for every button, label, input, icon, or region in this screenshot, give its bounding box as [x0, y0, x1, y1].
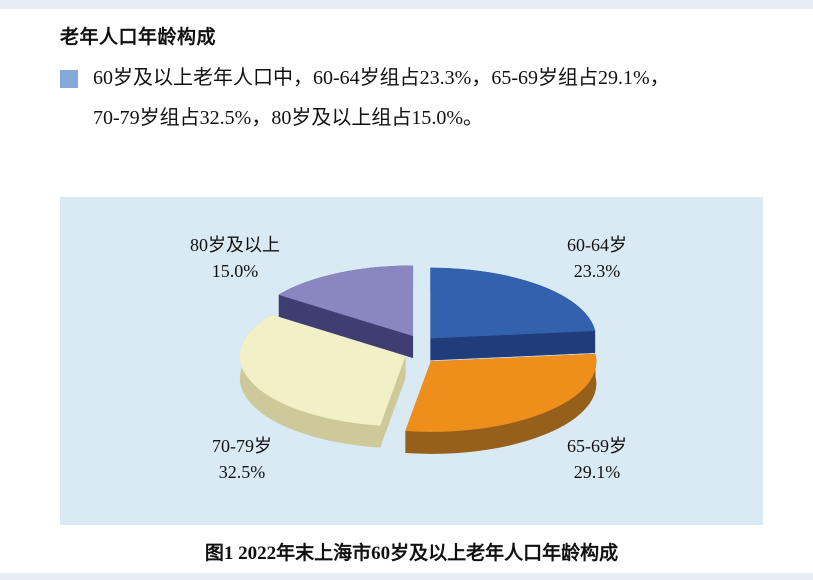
summary-line-2: 70-79岁组占32.5%，80岁及以上组占15.0%。 — [93, 107, 483, 129]
slice-label-80plus: 80岁及以上 15.0% — [160, 232, 310, 284]
slice-label-value: 29.1% — [573, 462, 621, 482]
slice-label-value: 23.3% — [573, 261, 621, 281]
slice-label-name: 70-79岁 — [212, 436, 272, 456]
pie-slice-70-79岁 — [239, 314, 406, 448]
slice-label-60-64: 60-64岁 23.3% — [522, 232, 672, 284]
page-top-edge — [0, 0, 813, 9]
pie-slice-65-69岁 — [405, 353, 597, 454]
summary-line-1: 60岁及以上老年人口中，60-64岁组占23.3%，65-69岁组占29.1%， — [93, 67, 670, 89]
slice-label-70-79: 70-79岁 32.5% — [167, 433, 317, 485]
pie-chart-3d — [239, 265, 597, 454]
chart-panel: 60-64岁 23.3% 80岁及以上 15.0% 70-79岁 32.5% 6… — [60, 197, 763, 525]
legend-marker — [60, 70, 78, 88]
page-bottom-edge — [0, 573, 813, 580]
slice-label-65-69: 65-69岁 29.1% — [522, 433, 672, 485]
slice-label-name: 60-64岁 — [567, 235, 627, 255]
slice-label-value: 32.5% — [218, 462, 266, 482]
figure-caption: 图1 2022年末上海市60岁及以上老年人口年龄构成 — [204, 543, 619, 564]
slice-label-name: 65-69岁 — [567, 436, 627, 456]
pie-slice-80岁及以上 — [278, 265, 414, 359]
slice-label-value: 15.0% — [211, 261, 259, 281]
pie-slice-60-64岁 — [430, 267, 596, 361]
section-title: 老年人口年龄构成 — [60, 27, 217, 48]
slice-label-name: 80岁及以上 — [190, 235, 280, 255]
